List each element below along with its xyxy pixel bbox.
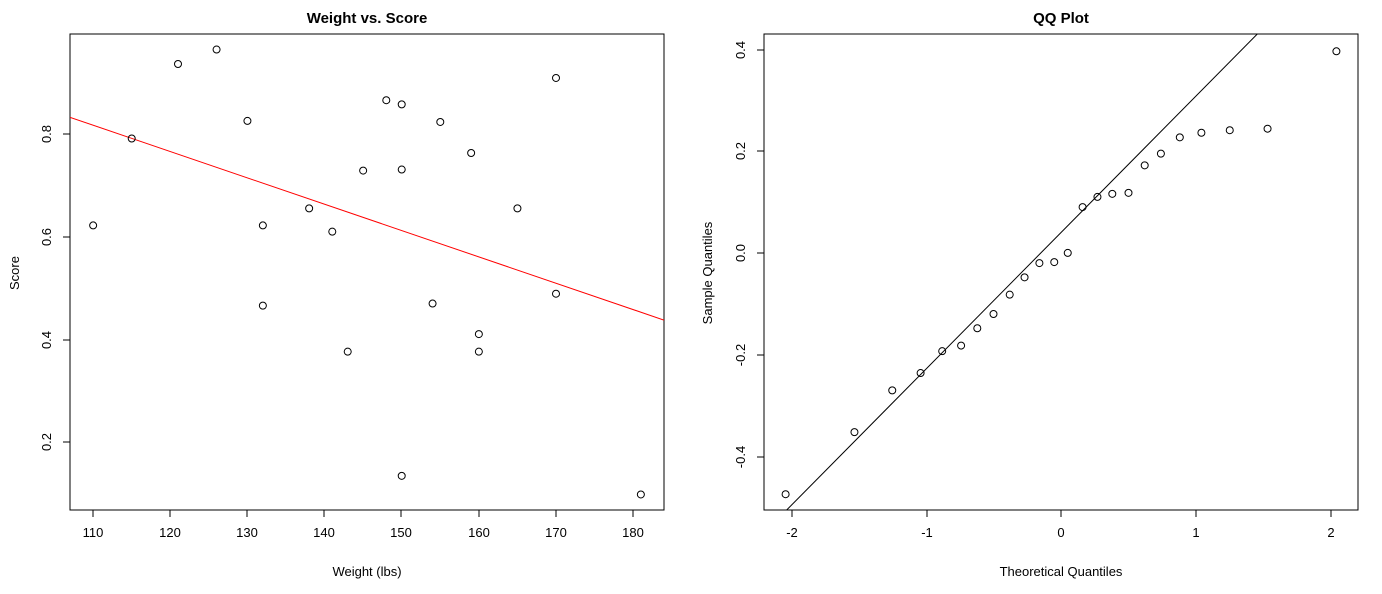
weight-score-data-point (243, 116, 252, 125)
weight-score-data-point (127, 134, 136, 143)
qq-data-point (916, 369, 925, 378)
qq-data-point (1035, 259, 1044, 268)
qq-data-point (1225, 126, 1234, 135)
weight-score-y-axis: 0.2 0.4 0.6 0.8 (39, 125, 70, 451)
weight-score-data-point (359, 166, 368, 175)
weight-score-data-point (428, 299, 437, 308)
x-tick-label: 170 (545, 525, 567, 540)
weight-score-data-point (343, 347, 352, 356)
weight-score-data-point (513, 204, 522, 213)
qq-data-layer (781, 34, 1341, 510)
x-tick-label: 120 (159, 525, 181, 540)
qq-data-point (1078, 203, 1087, 212)
qq-xlabel: Theoretical Quantiles (1000, 564, 1123, 579)
y-tick-label: 0.8 (39, 125, 54, 143)
weight-score-data-point (212, 45, 221, 54)
y-tick-label: -0.4 (733, 446, 748, 468)
weight-score-data-point (382, 96, 391, 105)
qq-data-point (1020, 273, 1029, 282)
weight-score-data-point (397, 100, 406, 109)
qq-data-point (888, 386, 897, 395)
qq-data-point (1156, 149, 1165, 158)
x-tick-label: 140 (313, 525, 335, 540)
qq-data-point (1093, 192, 1102, 201)
x-tick-label: 110 (83, 525, 104, 540)
y-tick-label: 0.2 (733, 142, 748, 160)
weight-score-data-point (397, 471, 406, 480)
weight-score-data-layer (70, 45, 664, 499)
x-tick-label: 160 (468, 525, 490, 540)
weight-score-data-point (305, 204, 314, 213)
weight-score-data-point (89, 221, 98, 230)
y-tick-label: 0.6 (39, 228, 54, 246)
x-tick-label: -2 (786, 525, 798, 540)
qq-data-point (973, 324, 982, 333)
x-tick-label: 2 (1327, 525, 1334, 540)
weight-score-data-point (397, 165, 406, 174)
qq-reference-line (785, 34, 1259, 510)
qq-data-point (781, 490, 790, 499)
qq-y-axis: -0.4 -0.2 0.0 0.2 0.4 (733, 41, 764, 468)
qq-data-point (1197, 128, 1206, 137)
x-tick-label: 1 (1192, 525, 1199, 540)
qq-data-point (1108, 189, 1117, 198)
weight-score-data-point (174, 60, 182, 69)
qq-panel: QQ Plot Theoretical Quantiles Sample Qua… (700, 10, 1359, 579)
x-tick-label: 0 (1057, 525, 1064, 540)
y-tick-label: 0.2 (39, 433, 54, 451)
qq-data-point (957, 341, 966, 350)
weight-score-data-point (258, 221, 267, 230)
y-tick-label: 0.0 (733, 244, 748, 262)
qq-data-point (1175, 133, 1184, 142)
qq-data-point (1050, 258, 1059, 267)
weight-score-data-point (552, 289, 560, 298)
weight-score-data-point (258, 301, 267, 310)
weight-score-data-point (328, 227, 337, 236)
qq-data-point (1332, 47, 1341, 56)
y-tick-label: 0.4 (39, 331, 54, 349)
qq-x-axis: -2 -1 0 1 2 (786, 510, 1335, 540)
qq-plot-frame (763, 33, 1359, 511)
weight-score-panel: Weight vs. Score Weight (lbs) Score 110 … (7, 10, 665, 579)
qq-data-point (938, 347, 947, 356)
qq-data-point (1140, 161, 1149, 170)
weight-score-regression-line (70, 116, 664, 321)
weight-score-x-axis: 110 120 130 140 150 160 170 180 (83, 510, 644, 540)
qq-data-point (1063, 248, 1072, 257)
weight-score-ylabel: Score (7, 256, 22, 290)
x-tick-label: 150 (390, 525, 412, 540)
weight-score-data-point (552, 73, 560, 82)
y-tick-label: 0.4 (733, 41, 748, 59)
weight-score-data-point (467, 149, 476, 157)
x-tick-label: -1 (921, 525, 933, 540)
weight-score-data-point (474, 330, 483, 339)
qq-title: QQ Plot (1033, 10, 1089, 27)
weight-score-data-point (436, 117, 445, 126)
weight-score-title: Weight vs. Score (307, 10, 428, 27)
qq-data-point (1005, 290, 1014, 299)
qq-data-point (1124, 188, 1133, 197)
qq-data-point (1263, 124, 1272, 133)
weight-score-plot-frame (69, 33, 665, 511)
x-tick-label: 130 (236, 525, 258, 540)
weight-score-xlabel: Weight (lbs) (332, 564, 401, 579)
weight-score-data-point (474, 347, 483, 356)
y-tick-label: -0.2 (733, 344, 748, 366)
qq-data-point (850, 428, 859, 437)
qq-ylabel: Sample Quantiles (700, 221, 715, 324)
qq-data-point (989, 310, 998, 318)
x-tick-label: 180 (622, 525, 644, 540)
weight-score-data-point (636, 490, 645, 499)
